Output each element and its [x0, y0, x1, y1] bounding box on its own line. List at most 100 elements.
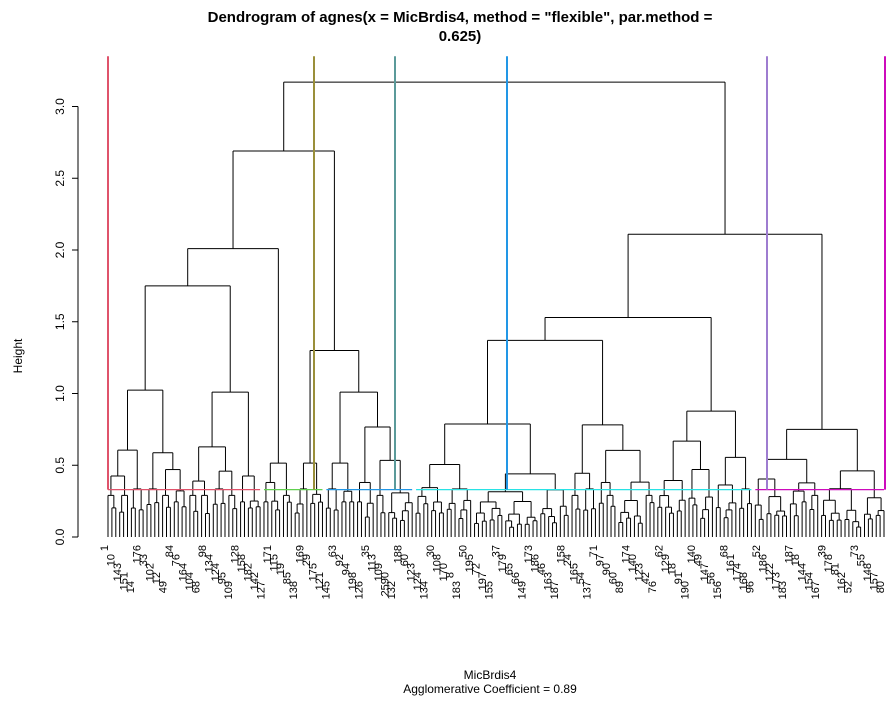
leaf-label: 104: [184, 572, 196, 590]
cluster-rectangles: [107, 56, 886, 491]
leaf-label: 147: [699, 563, 711, 581]
leaf-label: 81: [829, 563, 841, 575]
leaf-label: 49: [692, 554, 704, 566]
leaf-label: 175: [308, 563, 320, 581]
leaf-label: 52: [842, 581, 854, 593]
leaf-label: 8: [445, 572, 457, 578]
leaf-label: 170: [438, 563, 450, 581]
leaf-label: 94: [340, 563, 352, 575]
leaf-label: 197: [477, 572, 489, 590]
leaf-label: 60: [399, 554, 411, 566]
leaf-label: 142: [249, 572, 261, 590]
leaf-label: 2590: [379, 572, 391, 596]
leaf-label: 198: [347, 572, 359, 590]
leaf-label: 42: [640, 572, 652, 584]
leaf-label: 29: [301, 554, 313, 566]
leaf-label: 183: [451, 581, 463, 599]
leaf-label: 113: [366, 554, 378, 572]
leaf-label: 91: [673, 572, 685, 584]
leaf-label: 179: [497, 554, 509, 572]
leaf-label: 165: [569, 563, 581, 581]
leaf-label: 52: [751, 545, 763, 557]
leaf-label: 154: [803, 572, 815, 590]
leaf-label: 186: [758, 554, 770, 572]
chart-title: Dendrogram of agnes(x = MicBrdis4, metho…: [150, 8, 770, 46]
leaf-label: 182: [242, 563, 254, 581]
agglomerative-coefficient: Agglomerative Coefficient = 0.89: [403, 682, 577, 696]
leaf-label: 60: [608, 572, 620, 584]
leaf-label: 187: [784, 545, 796, 563]
leaf-label: 72: [471, 563, 483, 575]
leaf-label: 187: [549, 581, 561, 599]
leaf-label: 164: [177, 563, 189, 581]
leaf-label: 157: [868, 572, 880, 590]
leaf-label: 145: [321, 581, 333, 599]
leaf-label: 138: [288, 581, 300, 599]
leaf-label: 122: [764, 563, 776, 581]
leaf-label: 18: [790, 554, 802, 566]
y-tick-label: 3.0: [53, 98, 67, 115]
leaf-label: 128: [229, 545, 241, 563]
y-tick-label: 1.5: [53, 313, 67, 330]
leaf-label: 171: [262, 545, 274, 563]
leaf-label: 55: [855, 554, 867, 566]
leaf-label: 158: [555, 545, 567, 563]
leaf-label: 19: [275, 563, 287, 575]
leaf-label: 10: [106, 554, 118, 566]
leaf-label: 89: [614, 581, 626, 593]
leaf-label: 35: [360, 545, 372, 557]
leaf-label: 121: [314, 572, 326, 590]
leaf-label: 176: [132, 545, 144, 563]
leaf-label: 155: [484, 581, 496, 599]
y-tick-label: 2.0: [53, 241, 67, 258]
leaf-label: 98: [197, 545, 209, 557]
leaf-label: 96: [745, 581, 757, 593]
leaf-label: 95: [216, 572, 228, 584]
leaf-label: 161: [725, 554, 737, 572]
leaf-label: 85: [282, 572, 294, 584]
leaf-label: 186: [529, 554, 541, 572]
leaf-label: 123: [405, 563, 417, 581]
leaf-label: 123: [634, 563, 646, 581]
y-axis: 0.0 0.5 1.0 1.5 2.0 2.5 3.0: [53, 98, 79, 545]
leaf-label: 167: [810, 581, 822, 599]
leaf-label: 178: [823, 554, 835, 572]
leaf-label: 174: [621, 545, 633, 563]
leaf-labels: 1101431511417633102124984761641046898134…: [99, 545, 887, 599]
leaf-label: 151: [119, 572, 131, 590]
leaf-label: 173: [523, 545, 535, 563]
chart-title-line-2: 0.625): [438, 28, 482, 45]
leaf-label: 190: [679, 581, 691, 599]
leaf-label: 149: [516, 581, 528, 599]
leaf-label: 195: [464, 554, 476, 572]
y-tick-label: 1.0: [53, 385, 67, 402]
dendrogram-tree: [107, 81, 885, 537]
leaf-label: 46: [536, 563, 548, 575]
leaf-label: 134: [419, 581, 431, 599]
leaf-label: 33: [138, 554, 150, 566]
leaf-label: 92: [334, 554, 346, 566]
leaf-label: 56: [705, 572, 717, 584]
leaf-label: 62: [653, 545, 665, 557]
leaf-label: 132: [386, 581, 398, 599]
leaf-label: 124: [210, 563, 222, 581]
leaf-label: 18: [666, 563, 678, 575]
leaf-label: 124: [412, 572, 424, 590]
leaf-label: 39: [816, 545, 828, 557]
leaf-label: 129: [660, 554, 672, 572]
leaf-label: 126: [353, 581, 365, 599]
leaf-label: 148: [862, 563, 874, 581]
leaf-label: 108: [432, 554, 444, 572]
leaf-label: 49: [158, 581, 170, 593]
leaf-label: 163: [542, 572, 554, 590]
leaf-label: 12: [151, 572, 163, 584]
leaf-label: 115: [269, 554, 281, 572]
y-tick-label: 0.0: [53, 528, 67, 545]
leaf-label: 71: [588, 545, 600, 557]
x-axis-label: MicBrdis4: [463, 668, 517, 682]
leaf-label: 140: [627, 554, 639, 572]
leaf-label: 24: [562, 554, 574, 566]
leaf-label: 168: [738, 572, 750, 590]
leaf-label: 183: [777, 581, 789, 599]
